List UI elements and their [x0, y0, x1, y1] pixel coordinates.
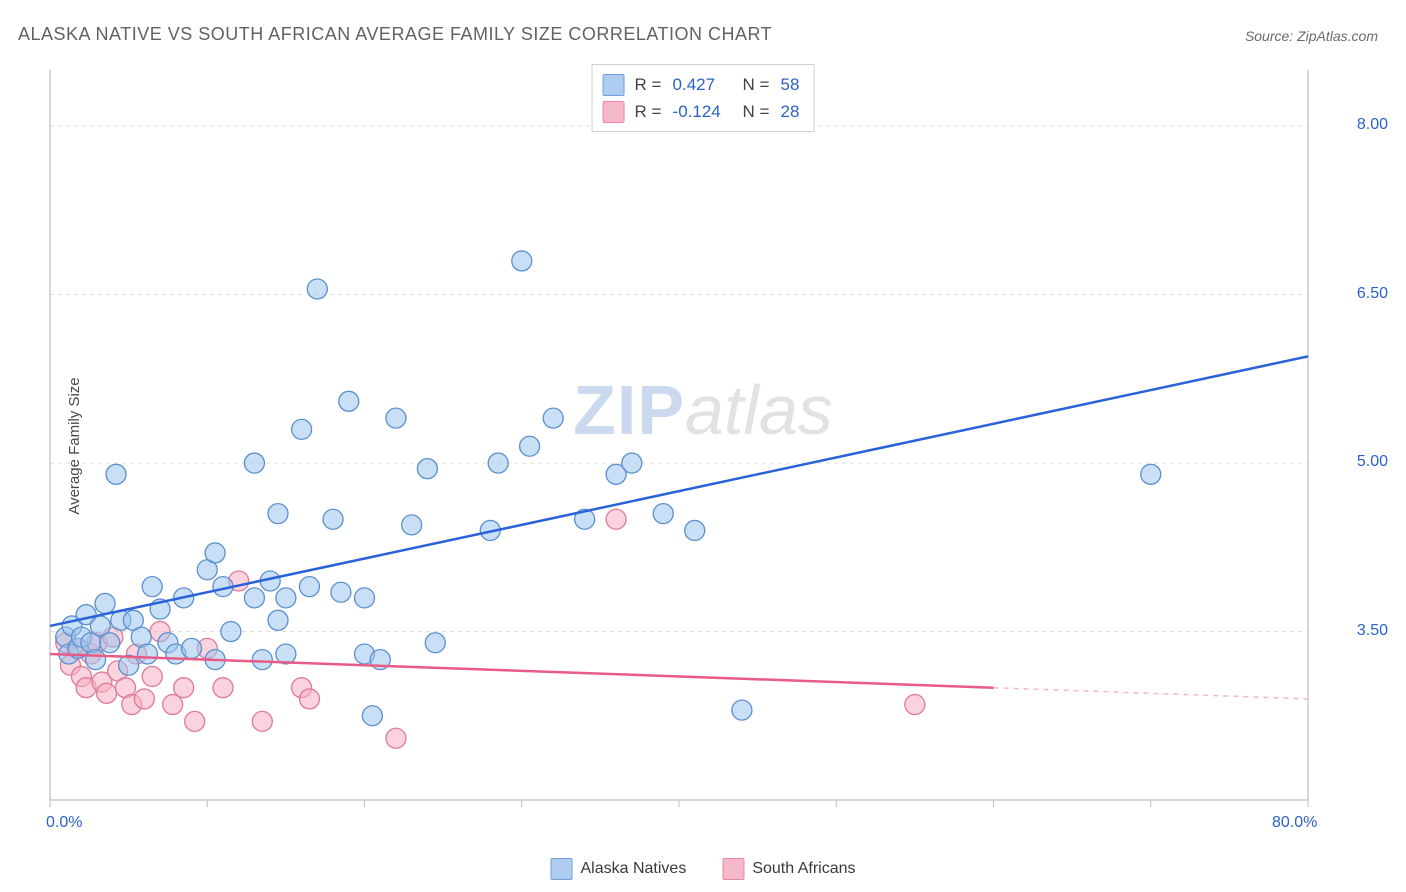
- stats-r-value-0: 0.427: [673, 71, 733, 98]
- chart-title: ALASKA NATIVE VS SOUTH AFRICAN AVERAGE F…: [18, 24, 772, 45]
- stats-n-label-1: N =: [743, 98, 771, 125]
- plot-area: [48, 60, 1348, 830]
- legend-item-1: South Africans: [722, 858, 855, 880]
- y-tick-label-3: 8.00: [1357, 116, 1388, 134]
- stats-n-value-1: 28: [781, 98, 800, 125]
- x-tick-label-max: 80.0%: [1272, 814, 1317, 832]
- stats-r-label-0: R =: [635, 71, 663, 98]
- legend-item-0: Alaska Natives: [551, 858, 687, 880]
- legend-swatch-1: [722, 858, 744, 880]
- stats-n-label-0: N =: [743, 71, 771, 98]
- stats-row-1: R = -0.124 N = 28: [603, 98, 800, 125]
- bottom-legend: Alaska Natives South Africans: [551, 858, 856, 880]
- y-tick-label-2: 6.50: [1357, 285, 1388, 303]
- source-attribution: Source: ZipAtlas.com: [1245, 28, 1378, 44]
- legend-label-0: Alaska Natives: [581, 860, 687, 878]
- stats-swatch-0: [603, 74, 625, 96]
- y-tick-label-0: 3.50: [1357, 622, 1388, 640]
- stats-r-label-1: R =: [635, 98, 663, 125]
- stats-row-0: R = 0.427 N = 58: [603, 71, 800, 98]
- stats-legend: R = 0.427 N = 58 R = -0.124 N = 28: [592, 64, 815, 132]
- plot-svg: [48, 60, 1348, 830]
- stats-n-value-0: 58: [781, 71, 800, 98]
- stats-r-value-1: -0.124: [673, 98, 733, 125]
- y-tick-label-1: 5.00: [1357, 453, 1388, 471]
- legend-label-1: South Africans: [752, 860, 855, 878]
- x-tick-label-min: 0.0%: [46, 814, 82, 832]
- chart-container: ALASKA NATIVE VS SOUTH AFRICAN AVERAGE F…: [0, 0, 1406, 892]
- stats-swatch-1: [603, 101, 625, 123]
- legend-swatch-0: [551, 858, 573, 880]
